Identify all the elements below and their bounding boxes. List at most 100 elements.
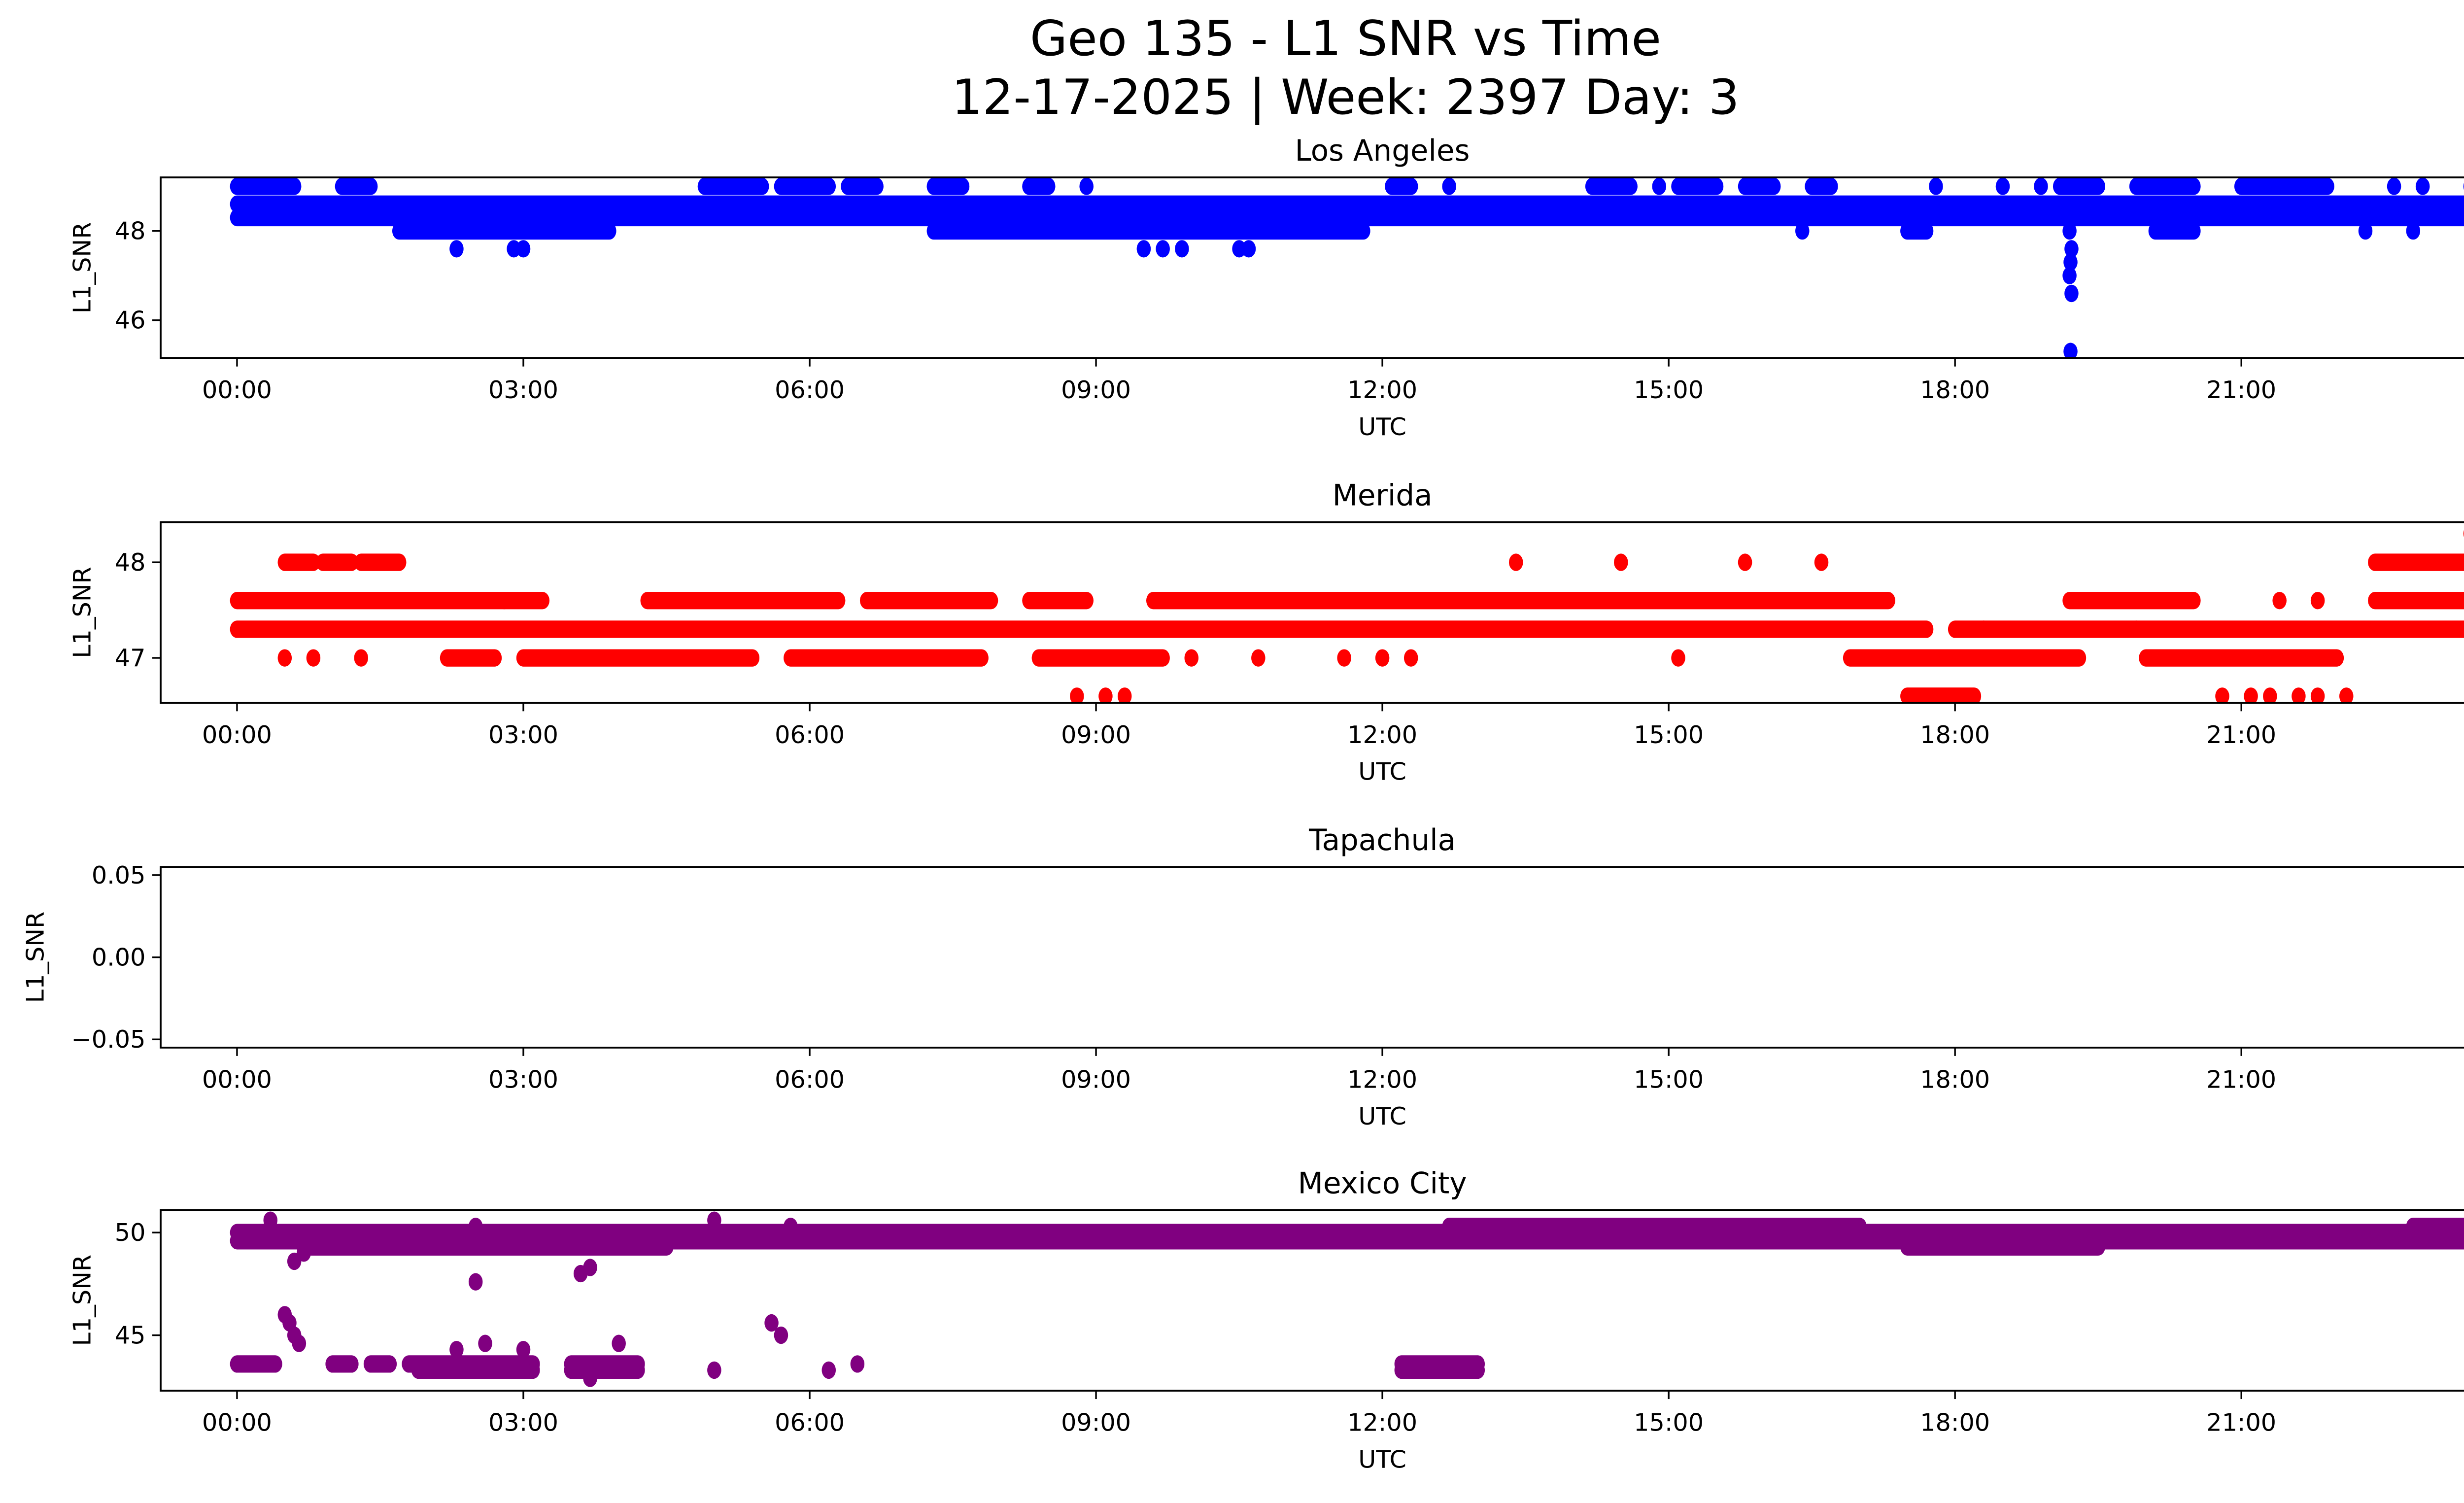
data-point [2272,592,2287,610]
data-point [2215,687,2229,703]
panel-tapachula: Tapachula 00:00 03:00 06:00 09:00 12:00 15:00 1… [21,823,2464,1130]
x-tick-label: 00:00 [202,720,272,749]
data-point [821,1361,836,1379]
data-point [354,649,369,667]
data-point [2063,253,2078,271]
data-point [612,1334,626,1352]
y-axis-label: L1_SNR [68,1255,96,1346]
data-point [297,1244,311,1262]
data-point [507,240,521,258]
y-tick-label: 48 [115,217,146,245]
data-point [1508,553,1523,571]
data-point-band [2139,649,2344,667]
data-point [850,1355,865,1373]
data-point [1079,177,1094,195]
data-point [707,1361,721,1379]
figure-title-line1: Geo 135 - L1 SNR vs Time [1030,11,1661,67]
data-point-band [2053,177,2105,195]
data-point-band [1738,177,1781,195]
data-point [1995,177,2010,195]
data-point [2263,687,2277,703]
panel-title: Mexico City [1298,1166,1467,1200]
x-tick-label: 06:00 [775,376,845,404]
x-tick-label: 21:00 [2206,1065,2276,1093]
y-tick-label: −0.05 [71,1025,146,1054]
x-tick-label: 03:00 [488,1065,558,1093]
data-point [2387,177,2401,195]
data-point-band [1022,177,1056,195]
data-point-band [1671,177,1724,195]
y-tick-label: 45 [115,1321,146,1350]
data-point-band [2368,553,2464,571]
data-point-band [859,592,998,610]
scatter-series [230,177,2464,358]
x-tick-label: 03:00 [488,720,558,749]
x-tick-label: 03:00 [488,376,558,404]
data-point [1375,649,1390,667]
data-point-band [2129,177,2201,195]
data-point-band [1146,592,1895,610]
panel-title: Tapachula [1308,823,1456,857]
x-tick-label: 21:00 [2206,1408,2276,1437]
data-point-band [1022,592,1094,610]
x-tick-label: 15:00 [1634,1408,1704,1437]
data-point-band [1843,649,2087,667]
data-point-band [335,177,378,195]
data-point [2406,222,2421,240]
data-point [1671,649,1685,667]
data-point [1738,553,1752,571]
data-point [292,1334,307,1352]
data-point [2339,687,2354,703]
data-point [468,1273,483,1291]
x-tick-label: 06:00 [775,1065,845,1093]
x-tick-label: 06:00 [775,720,845,749]
data-point [449,240,464,258]
data-point-band [230,1355,282,1373]
x-axis-label: UTC [1358,1445,1406,1473]
data-point-band [1585,177,1638,195]
data-point [2064,284,2079,303]
data-point-band [392,222,616,240]
data-point [2310,687,2325,703]
data-point-band [1900,222,1934,240]
data-point [2415,177,2430,195]
data-point [2310,592,2325,610]
data-point [1652,177,1667,195]
data-point-band [1385,177,1418,195]
data-point-band [1805,177,1838,195]
data-point [1098,687,1113,703]
data-point-band [230,620,1934,638]
data-point [1795,222,1810,240]
x-tick-label: 12:00 [1347,720,1417,749]
data-point [583,1259,597,1276]
data-point-band [230,177,302,195]
data-point [1117,687,1132,703]
data-point [468,1217,483,1235]
data-point-band [230,592,512,610]
data-point-band [774,177,836,195]
data-point [2064,240,2079,258]
x-tick-label: 21:00 [2206,376,2276,404]
data-point [1403,649,1418,667]
x-tick-label: 15:00 [1634,720,1704,749]
panel-title: Merida [1333,479,1433,513]
data-point-band [2234,177,2334,195]
data-point-band [230,195,2464,213]
data-point [1814,553,1829,571]
data-point [1442,177,1456,195]
data-point-band [1900,687,1982,703]
x-tick-label: 06:00 [775,1408,845,1437]
y-tick-label: 0.05 [92,861,146,889]
x-tick-label: 03:00 [488,1408,558,1437]
data-point-band [497,592,549,610]
x-tick-label: 21:00 [2206,720,2276,749]
data-point [1184,649,1199,667]
x-axis-label: UTC [1358,757,1406,786]
data-point-band [440,649,502,667]
x-tick-label: 00:00 [202,1408,272,1437]
panel-mexico-city: Mexico City 00:00 03:00 06:00 09:00 12:00 15:0… [68,1166,2464,1473]
data-point-band [1031,649,1170,667]
data-point [1337,649,1351,667]
data-point-band [926,177,970,195]
